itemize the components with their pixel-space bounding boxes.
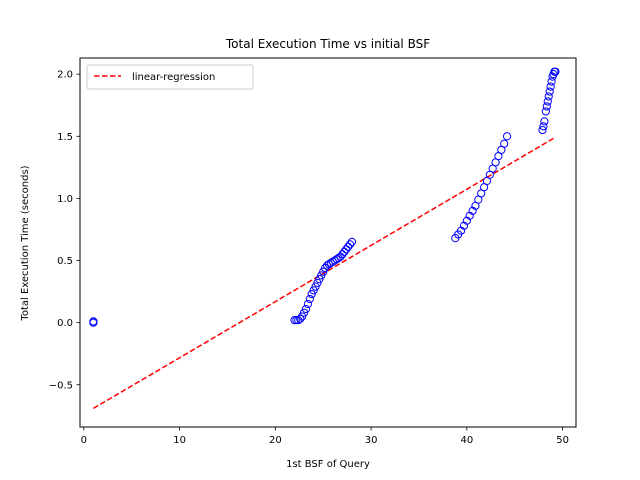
y-tick-label: 1.0 bbox=[57, 194, 73, 205]
y-axis: −0.5 0.0 0.5 1.0 1.5 2.0 bbox=[49, 70, 80, 391]
legend: linear-regression bbox=[86, 64, 254, 90]
data-point bbox=[539, 122, 548, 131]
data-point bbox=[547, 77, 556, 86]
data-point bbox=[345, 240, 355, 249]
x-tick-label: 0 bbox=[81, 435, 87, 446]
x-tick-label: 50 bbox=[556, 435, 569, 446]
y-tick-label: −0.5 bbox=[49, 380, 73, 391]
y-tick-label: 2.0 bbox=[57, 70, 73, 81]
data-point bbox=[465, 211, 474, 220]
data-point bbox=[540, 117, 549, 126]
x-tick-label: 10 bbox=[173, 435, 186, 446]
data-point bbox=[296, 314, 305, 324]
y-axis-label: Total Execution Time (seconds) bbox=[20, 165, 31, 321]
x-tick-label: 30 bbox=[365, 435, 378, 446]
data-point bbox=[545, 87, 554, 96]
data-point bbox=[347, 237, 357, 246]
y-tick-label: 0.0 bbox=[57, 318, 73, 329]
plot-area bbox=[89, 67, 560, 410]
x-axis: 0 10 20 30 40 50 bbox=[81, 427, 569, 446]
data-point bbox=[542, 102, 551, 111]
data-point bbox=[500, 139, 509, 148]
legend-label-linear-regression: linear-regression bbox=[132, 72, 215, 83]
data-point bbox=[303, 299, 312, 309]
data-point bbox=[541, 107, 550, 116]
data-point bbox=[544, 92, 553, 101]
y-tick-label: 0.5 bbox=[57, 256, 73, 267]
data-point bbox=[502, 132, 512, 141]
data-point bbox=[543, 97, 552, 106]
data-point bbox=[459, 221, 469, 230]
data-point bbox=[89, 318, 98, 327]
data-point bbox=[456, 226, 466, 235]
data-point bbox=[546, 82, 555, 91]
data-point bbox=[538, 125, 547, 135]
chart-title: Total Execution Time vs initial BSF bbox=[225, 37, 430, 51]
data-point bbox=[551, 67, 560, 76]
y-tick-label: 1.5 bbox=[57, 132, 73, 143]
legend-box bbox=[86, 64, 254, 90]
x-tick-label: 20 bbox=[269, 435, 282, 446]
data-point bbox=[468, 206, 477, 215]
data-point bbox=[462, 216, 471, 225]
x-tick-label: 40 bbox=[460, 435, 473, 446]
data-point bbox=[301, 304, 311, 314]
data-point bbox=[305, 294, 314, 304]
plot-frame bbox=[79, 57, 577, 428]
x-axis-label: 1st BSF of Query bbox=[286, 459, 370, 470]
